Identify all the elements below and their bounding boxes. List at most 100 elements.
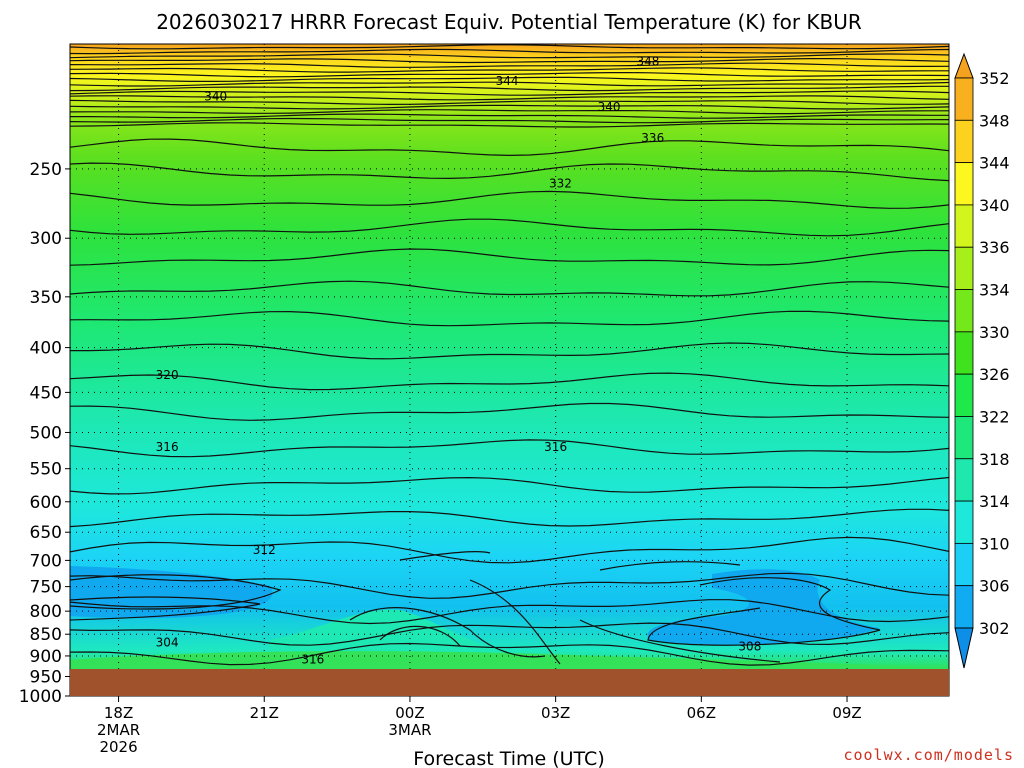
contour-label-text: 308 <box>738 640 761 654</box>
contour-line <box>70 342 949 360</box>
x-tick-label: 2026 <box>99 738 137 756</box>
contour-line <box>70 53 949 59</box>
contour-line <box>70 439 949 458</box>
x-tick-label: 00Z <box>395 704 424 722</box>
colorbar-label: 302 <box>979 619 1010 638</box>
contour-line <box>579 619 781 663</box>
high-theta-e-boundary-layer <box>70 651 949 669</box>
x-tick-label: 06Z <box>687 704 716 722</box>
y-tick-label: 450 <box>30 383 62 403</box>
colorbar-label: 334 <box>979 281 1010 300</box>
colorbar-label: 340 <box>979 196 1010 215</box>
contour-line <box>70 72 949 78</box>
colorbar-label: 306 <box>979 577 1010 596</box>
x-axis-label: Forecast Time (UTC) <box>413 748 604 768</box>
contour-label-text: 316 <box>301 652 324 666</box>
contour-line <box>70 122 949 128</box>
contour-label: 316 <box>544 440 567 454</box>
contour-line <box>379 625 461 647</box>
contour-line <box>349 607 546 658</box>
contour-line <box>70 76 949 82</box>
colorbar-label: 344 <box>979 154 1010 173</box>
contour-label: 304 <box>156 635 179 649</box>
y-tick-label: 850 <box>30 625 62 645</box>
colorbar-swatch <box>954 162 974 206</box>
contour-line <box>70 104 949 110</box>
colorbar-swatch <box>954 458 974 502</box>
contour-line <box>70 642 949 666</box>
plot-area <box>69 43 950 697</box>
x-tick-label: 3MAR <box>388 721 431 739</box>
contour-line <box>70 58 949 64</box>
contour-label: 316 <box>156 440 179 454</box>
contour-label: 332 <box>549 176 572 190</box>
y-tick-label: 250 <box>30 160 62 180</box>
contour-label: 340 <box>204 89 227 103</box>
contour-line <box>70 572 949 599</box>
y-tick-label: 700 <box>30 551 62 571</box>
credit-text: coolwx.com/models <box>843 746 1014 764</box>
colorbar-swatch <box>954 204 974 248</box>
colorbar-label: 318 <box>979 450 1010 469</box>
y-tick-label: 650 <box>30 523 62 543</box>
y-tick-label: 800 <box>30 602 62 622</box>
contour-line <box>469 579 561 665</box>
contour-line <box>70 138 949 157</box>
x-tick-label: 03Z <box>541 704 570 722</box>
colorbar-label: 326 <box>979 365 1010 384</box>
colorbar-bottom-arrow <box>954 627 974 669</box>
y-tick-label: 950 <box>30 667 62 687</box>
contour-line <box>70 117 949 124</box>
low-theta-e-pocket-east <box>647 569 880 645</box>
contour-line <box>70 162 949 182</box>
contour-line <box>70 476 949 495</box>
contour-line <box>70 596 261 621</box>
colorbar-swatch <box>954 289 974 333</box>
contour-label-text: 344 <box>496 74 519 88</box>
contour-label-text: 316 <box>544 440 567 454</box>
y-tick-label: 350 <box>30 288 62 308</box>
chart-title: 2026030217 HRRR Forecast Equiv. Potentia… <box>156 10 862 34</box>
contour-label: 344 <box>496 74 519 88</box>
contour-line <box>70 81 949 87</box>
contour-line <box>70 402 949 421</box>
colorbar-swatch <box>954 77 974 121</box>
contour-line <box>70 310 949 327</box>
contour-line <box>399 551 491 561</box>
contour-label: 316 <box>301 652 324 666</box>
colorbar-swatch <box>954 119 974 164</box>
contour-label-text: 336 <box>641 131 664 145</box>
contour-line <box>70 62 949 68</box>
contour-line <box>70 622 949 646</box>
contour-label: 308 <box>738 640 761 654</box>
contour-line <box>70 248 949 266</box>
colorbar-swatch <box>954 246 974 290</box>
contour-line <box>70 67 949 73</box>
contour-line <box>70 574 282 610</box>
contour-line <box>70 44 949 50</box>
theta-e-field <box>70 44 949 669</box>
x-tick-label: 2MAR <box>97 721 140 739</box>
contour-label-text: 312 <box>253 543 276 557</box>
isentrope-contours <box>70 44 949 666</box>
colorbar-swatch <box>954 500 974 544</box>
ground-terrain <box>70 669 949 696</box>
contour-line <box>70 113 949 119</box>
colorbar-swatch <box>954 542 974 587</box>
contour-label-text: 340 <box>598 100 621 114</box>
contour-label: 348 <box>636 55 659 69</box>
contour-line <box>647 577 881 646</box>
contour-label-text: 332 <box>549 176 572 190</box>
y-tick-label: 500 <box>30 423 62 443</box>
x-tick-label: 09Z <box>832 704 861 722</box>
x-tick-label: 21Z <box>250 704 279 722</box>
contour-line <box>70 85 949 92</box>
contour-line <box>70 90 949 96</box>
y-tick-label: 600 <box>30 493 62 513</box>
y-tick-label: 1000 <box>19 687 62 707</box>
contour-line <box>70 536 949 564</box>
y-tick-label: 300 <box>30 229 62 249</box>
contour-line <box>70 372 949 391</box>
colorbar-label: 314 <box>979 492 1010 511</box>
